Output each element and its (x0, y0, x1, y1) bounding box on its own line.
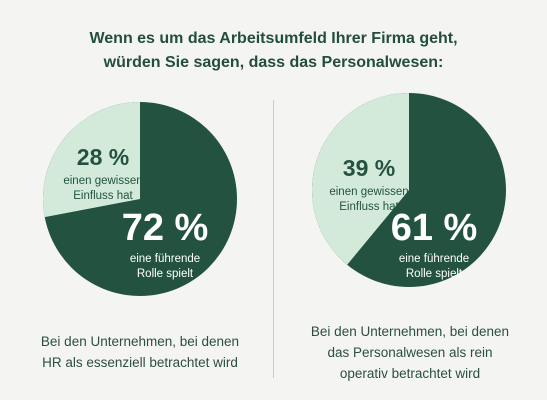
slice-description-label: Einfluss hat (73, 190, 133, 202)
title-line-1: Wenn es um das Arbeitsumfeld Ihrer Firma… (89, 30, 458, 47)
caption-line: Bei den Unternehmen, bei denen (310, 324, 510, 339)
title-line-2: würden Sie sagen, dass das Personalwesen… (103, 54, 444, 71)
slice-description-label: einen gewissen (329, 186, 408, 198)
pie-slice-gewisser-einfluss (42, 102, 140, 218)
slice-value-label: 61 % (391, 207, 478, 249)
caption-line: operativ betrachtet wird (339, 366, 481, 381)
divider (273, 100, 274, 378)
chart-title: Wenn es um das Arbeitsumfeld Ihrer Firma… (0, 27, 547, 75)
caption-operative: Bei den Unternehmen, bei denen das Perso… (290, 321, 530, 384)
caption-essential: Bei den Unternehmen, bei denen HR als es… (20, 331, 260, 373)
slice-description-label: einen gewissen (63, 175, 142, 187)
slice-description-label: eine führende (130, 253, 200, 265)
slice-value-label: 39 % (343, 155, 395, 181)
slice-value-label: 28 % (77, 144, 129, 170)
caption-line: das Personalwesen als rein (327, 345, 493, 360)
slice-value-label: 72 % (122, 207, 209, 249)
caption-line: Bei den Unternehmen, bei denen (40, 334, 240, 349)
caption-line: HR als essenziell betrachtet wird (42, 355, 238, 370)
pie-slice-gewisser-einfluss (311, 93, 409, 265)
slice-description-label: Rolle spielt (137, 268, 194, 280)
slice-description-label: Einfluss hat (339, 201, 399, 213)
slice-description-label: Rolle spielt (406, 268, 463, 280)
slice-description-label: eine führende (399, 253, 469, 265)
